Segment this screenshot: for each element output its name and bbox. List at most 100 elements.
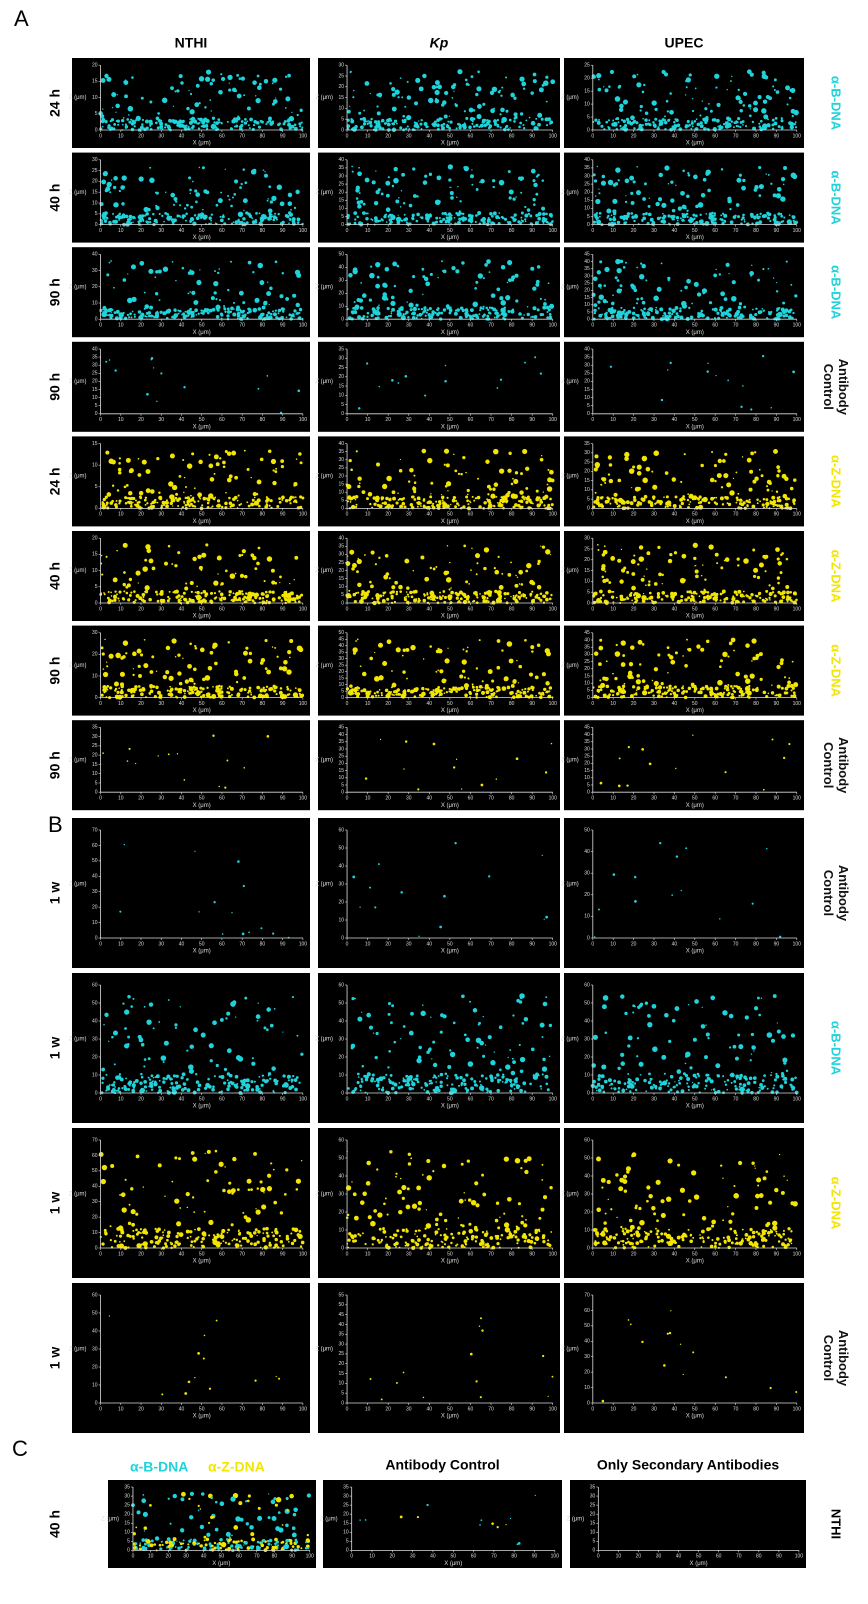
speckle xyxy=(109,654,114,659)
speckle xyxy=(620,260,623,263)
speckle xyxy=(721,168,723,170)
speckle xyxy=(524,218,526,220)
speckle xyxy=(171,499,174,502)
speckle xyxy=(644,311,646,313)
speckle xyxy=(686,210,688,212)
x-tick-label: 80 xyxy=(260,417,266,423)
speckle xyxy=(459,200,461,202)
speckle xyxy=(596,219,598,221)
speckle xyxy=(272,646,274,648)
speckle xyxy=(399,469,403,473)
speckle xyxy=(356,186,360,190)
speckle xyxy=(187,690,189,692)
speckle xyxy=(444,596,447,599)
speckle xyxy=(789,89,792,92)
z-tick-label: 20 xyxy=(338,473,344,479)
speckle xyxy=(783,494,788,499)
speckle xyxy=(456,197,458,199)
speckle xyxy=(398,585,403,590)
speckle xyxy=(408,596,410,598)
speckle xyxy=(766,317,768,319)
speckle xyxy=(103,306,107,310)
speckle xyxy=(461,124,464,127)
speckle xyxy=(435,600,436,601)
speckle xyxy=(787,597,791,601)
speckle xyxy=(132,497,135,500)
speckle xyxy=(268,601,271,604)
speckle xyxy=(685,207,687,209)
speckle xyxy=(257,85,262,90)
speckle xyxy=(515,299,518,302)
speckle xyxy=(612,123,614,125)
speckle xyxy=(733,126,735,128)
speckle xyxy=(149,101,152,104)
speckle xyxy=(636,267,638,269)
speckle xyxy=(703,589,705,591)
speckle xyxy=(233,592,235,594)
speckle xyxy=(659,503,661,505)
speckle xyxy=(242,593,244,595)
column-header: UPEC xyxy=(665,35,704,51)
speckle xyxy=(412,128,415,131)
x-tick-label: 50 xyxy=(199,417,205,423)
x-tick-label: 10 xyxy=(610,323,616,329)
speckle xyxy=(289,657,291,659)
speckle xyxy=(192,557,196,561)
speckle xyxy=(177,121,182,126)
speckle xyxy=(619,104,624,109)
speckle xyxy=(645,584,647,586)
speckle xyxy=(486,315,489,318)
speckle xyxy=(275,316,278,319)
speckle xyxy=(449,562,450,563)
speckle xyxy=(403,313,405,315)
speckle xyxy=(747,505,749,507)
speckle xyxy=(239,125,242,128)
speckle xyxy=(188,90,189,91)
x-tick-label: 60 xyxy=(468,417,474,423)
x-tick-label: 90 xyxy=(529,323,535,329)
speckle xyxy=(493,211,497,215)
speckle xyxy=(113,176,118,181)
speckle xyxy=(208,493,213,498)
speckle xyxy=(614,498,617,501)
x-tick-label: 50 xyxy=(692,606,698,612)
speckle xyxy=(455,212,458,215)
z-tick-label: 0 xyxy=(341,411,344,417)
speckle xyxy=(368,121,372,125)
speckle xyxy=(144,639,146,641)
x-axis-label: X (μm) xyxy=(441,330,459,336)
speckle xyxy=(234,496,238,500)
speckle xyxy=(406,586,410,590)
speckle xyxy=(668,315,671,318)
speckle xyxy=(426,501,429,504)
speckle xyxy=(288,201,293,206)
speckle xyxy=(241,554,243,556)
speckle xyxy=(293,482,297,486)
speckle xyxy=(689,590,692,593)
speckle xyxy=(465,117,468,120)
speckle xyxy=(793,503,795,505)
speckle xyxy=(357,204,361,208)
speckle xyxy=(233,309,234,310)
speckle xyxy=(406,221,408,223)
speckle xyxy=(479,309,481,311)
speckle xyxy=(627,501,630,504)
speckle xyxy=(532,503,534,505)
speckle xyxy=(202,687,205,690)
speckle xyxy=(416,317,418,319)
speckle xyxy=(277,213,279,215)
x-tick-label: 0 xyxy=(346,606,349,612)
speckle xyxy=(429,313,431,315)
speckle xyxy=(279,501,282,504)
speckle xyxy=(205,77,210,82)
speckle xyxy=(475,93,478,96)
z-tick-label: 10 xyxy=(584,101,590,107)
speckle xyxy=(299,125,301,127)
x-tick-label: 100 xyxy=(793,133,802,139)
speckle xyxy=(780,554,782,556)
speckle xyxy=(535,118,537,120)
stain-label: Control xyxy=(821,364,836,410)
speckle xyxy=(286,669,291,674)
speckle xyxy=(487,590,492,595)
speckle xyxy=(366,497,369,500)
